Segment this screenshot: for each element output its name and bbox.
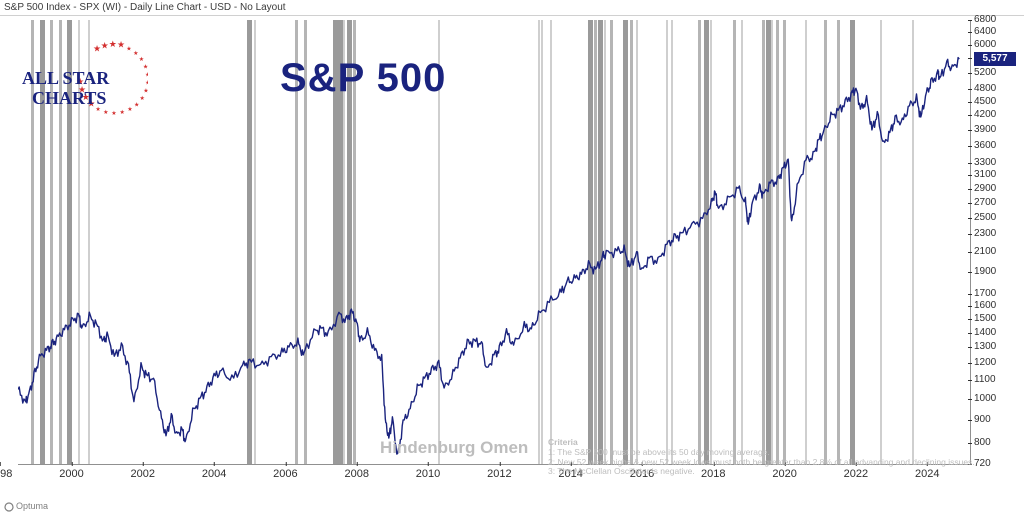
optuma-watermark: Optuma [4, 501, 48, 512]
svg-text:★: ★ [101, 40, 109, 50]
y-tick: 2300 [974, 228, 996, 239]
hindenburg-omen-label: Hindenburg Omen [380, 438, 528, 458]
y-tick: 1000 [974, 393, 996, 404]
y-tick: 2700 [974, 197, 996, 208]
x-tick: 2012 [487, 468, 511, 480]
svg-text:★: ★ [139, 56, 144, 63]
y-tick: 1400 [974, 327, 996, 338]
y-tick: 3100 [974, 169, 996, 180]
logo-line1: ALL STAR [22, 68, 110, 88]
window-title: S&P 500 Index - SPX (WI) - Daily Line Ch… [4, 2, 286, 13]
x-tick: 1998 [0, 468, 12, 480]
y-tick: 720 [974, 458, 991, 469]
y-tick: 1600 [974, 300, 996, 311]
y-tick: 800 [974, 437, 991, 448]
svg-text:★: ★ [133, 50, 138, 57]
svg-text:★: ★ [126, 45, 131, 52]
y-axis-line [970, 20, 971, 464]
svg-text:★: ★ [127, 106, 132, 113]
y-tick: 2100 [974, 246, 996, 257]
y-tick: 4200 [974, 109, 996, 120]
price-flag: 5,577 [974, 52, 1016, 66]
svg-text:★: ★ [145, 80, 148, 87]
y-tick: 6800 [974, 14, 996, 25]
y-tick: 4800 [974, 83, 996, 94]
y-tick: 3900 [974, 124, 996, 135]
svg-text:★: ★ [103, 109, 108, 116]
svg-text:★: ★ [143, 88, 148, 95]
x-tick: 2002 [131, 468, 155, 480]
y-tick: 1900 [974, 266, 996, 277]
x-tick: 2010 [416, 468, 440, 480]
svg-text:★: ★ [111, 110, 116, 117]
svg-text:★: ★ [109, 39, 117, 49]
svg-text:★: ★ [120, 109, 125, 116]
y-tick: 6400 [974, 26, 996, 37]
y-tick: 3300 [974, 157, 996, 168]
svg-text:★: ★ [143, 63, 148, 70]
svg-text:★: ★ [145, 71, 148, 78]
y-tick: 3600 [974, 140, 996, 151]
y-tick: 1700 [974, 288, 996, 299]
criteria-text: Criteria1: The S&P 500 must be above its… [548, 438, 975, 477]
x-tick: 2000 [59, 468, 83, 480]
svg-text:★: ★ [117, 40, 125, 50]
plot-area [18, 20, 970, 464]
y-tick: 1200 [974, 357, 996, 368]
y-tick: 900 [974, 414, 991, 425]
y-tick: 2500 [974, 212, 996, 223]
allstarcharts-logo: ★★★★★★★★★★★★★★★★★★★★★★ ALL STAR CHARTS [18, 36, 148, 120]
x-tick: 2004 [202, 468, 226, 480]
price-line [18, 20, 970, 464]
x-tick: 2008 [344, 468, 368, 480]
optuma-icon [4, 502, 14, 512]
y-tick: 1300 [974, 341, 996, 352]
y-tick: 2900 [974, 183, 996, 194]
x-tick: 2006 [273, 468, 297, 480]
svg-text:★: ★ [139, 95, 144, 102]
y-tick: 5200 [974, 67, 996, 78]
y-tick: 1100 [974, 374, 996, 385]
chart-frame: S&P 500 Index - SPX (WI) - Daily Line Ch… [0, 0, 1024, 516]
y-tick: 4500 [974, 96, 996, 107]
chart-title: S&P 500 [280, 56, 446, 101]
svg-text:★: ★ [134, 101, 139, 108]
title-divider [0, 15, 1024, 16]
y-axis: 7208009001000110012001300140015001600170… [974, 20, 1024, 464]
y-tick: 1500 [974, 313, 996, 324]
y-tick: 6000 [974, 39, 996, 50]
logo-line2: CHARTS [32, 88, 106, 108]
